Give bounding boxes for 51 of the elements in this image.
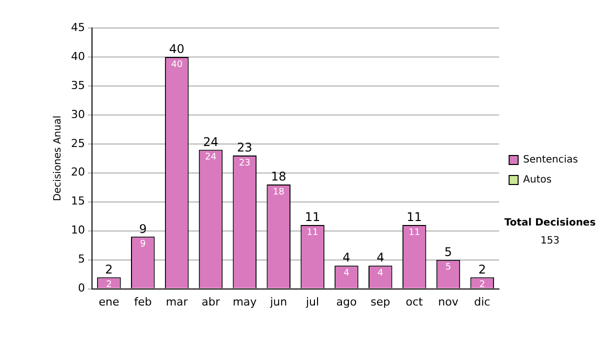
- x-tick-label: may: [232, 295, 258, 308]
- x-tick-label: ene: [98, 295, 120, 308]
- y-tick-label: 20: [70, 166, 85, 179]
- x-tick-label: feb: [134, 295, 152, 308]
- legend-label: Autos: [523, 174, 552, 186]
- y-tick-label: 5: [78, 252, 85, 266]
- data-label: 18: [272, 187, 285, 198]
- total-label: 4: [376, 250, 384, 265]
- x-tick-label: abr: [202, 295, 220, 308]
- x-tick-label: jul: [304, 295, 320, 308]
- y-tick-label: 15: [70, 194, 85, 208]
- data-label: 24: [205, 152, 217, 163]
- text: Total Decisiones: [504, 218, 596, 229]
- total-label: 11: [304, 210, 320, 224]
- total-label: 40: [169, 42, 184, 56]
- text: 153: [540, 236, 560, 247]
- total-label: 2: [105, 262, 113, 276]
- y-tick-label: 10: [70, 224, 85, 237]
- total-label: 2: [478, 262, 486, 276]
- x-tick-label: ago: [336, 295, 357, 308]
- x-tick-label: dic: [474, 295, 490, 308]
- data-label: 40: [171, 60, 183, 70]
- x-tick-label: sep: [370, 295, 390, 308]
- data-label: 2: [106, 280, 112, 290]
- total-label: 18: [270, 170, 286, 184]
- data-label: 11: [408, 228, 420, 238]
- data-label: 4: [344, 268, 350, 278]
- data-label: 4: [378, 268, 384, 278]
- data-label: 11: [306, 228, 318, 238]
- total-label: 24: [203, 134, 218, 149]
- x-tick-label: jun: [269, 295, 288, 308]
- data-label: 9: [140, 239, 146, 250]
- y-tick-label: 30: [70, 108, 85, 121]
- x-tick-label: oct: [406, 295, 424, 308]
- y-tick-label: 35: [70, 78, 85, 92]
- total-label: 4: [342, 250, 350, 265]
- data-label: 23: [238, 158, 250, 168]
- total-label: 5: [444, 244, 452, 259]
- data-label: 2: [479, 280, 486, 290]
- y-axis-title: Decisiones Anual: [52, 116, 64, 202]
- y-tick-label: 45: [70, 20, 85, 34]
- total-label: 23: [237, 140, 252, 155]
- total-label: 9: [139, 222, 147, 236]
- x-tick-label: mar: [166, 295, 188, 308]
- y-tick-label: 0: [78, 282, 85, 295]
- total-label: 11: [406, 210, 422, 224]
- x-tick-label: nov: [438, 295, 459, 308]
- data-label: 5: [445, 262, 452, 273]
- y-tick-label: 40: [70, 50, 85, 63]
- y-tick-label: 25: [70, 136, 85, 150]
- legend-label: Sentencias: [523, 154, 578, 166]
